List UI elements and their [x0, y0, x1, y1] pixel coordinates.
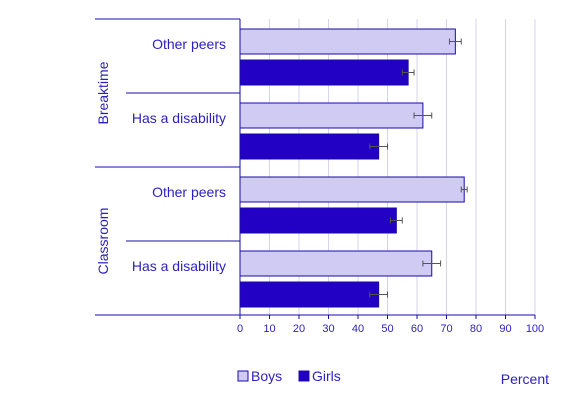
x-tick-label: 40 [352, 323, 364, 335]
x-tick-label: 20 [293, 323, 305, 335]
legend-label-boys: Boys [251, 368, 282, 384]
legend-label-girls: Girls [312, 368, 341, 384]
x-tick-label: 30 [322, 323, 334, 335]
legend-swatch-boys [237, 370, 249, 382]
x-tick-label: 90 [499, 323, 511, 335]
bar-girls [239, 207, 397, 234]
category-label: Other peers [152, 184, 226, 200]
x-tick-label: 10 [263, 323, 275, 335]
group-label: Breaktime [95, 61, 111, 124]
legend-swatch-girls [298, 370, 310, 382]
x-tick-label: 70 [440, 323, 452, 335]
x-axis-title: Percent [501, 371, 549, 387]
bar-girls [239, 59, 409, 86]
x-tick-label: 100 [526, 323, 544, 335]
bar-boys [239, 102, 424, 129]
category-label: Other peers [152, 36, 226, 52]
bar-boys [239, 28, 456, 55]
x-tick-label: 60 [411, 323, 423, 335]
group-label: Classroom [95, 208, 111, 275]
x-tick-label: 50 [381, 323, 393, 335]
bar-boys [239, 250, 433, 277]
category-label: Has a disability [132, 258, 226, 274]
bar-girls [239, 133, 380, 160]
x-tick-label: 0 [237, 323, 243, 335]
bar-girls [239, 281, 380, 308]
x-tick-label: 80 [470, 323, 482, 335]
category-label: Has a disability [132, 110, 226, 126]
bar-boys [239, 176, 465, 203]
